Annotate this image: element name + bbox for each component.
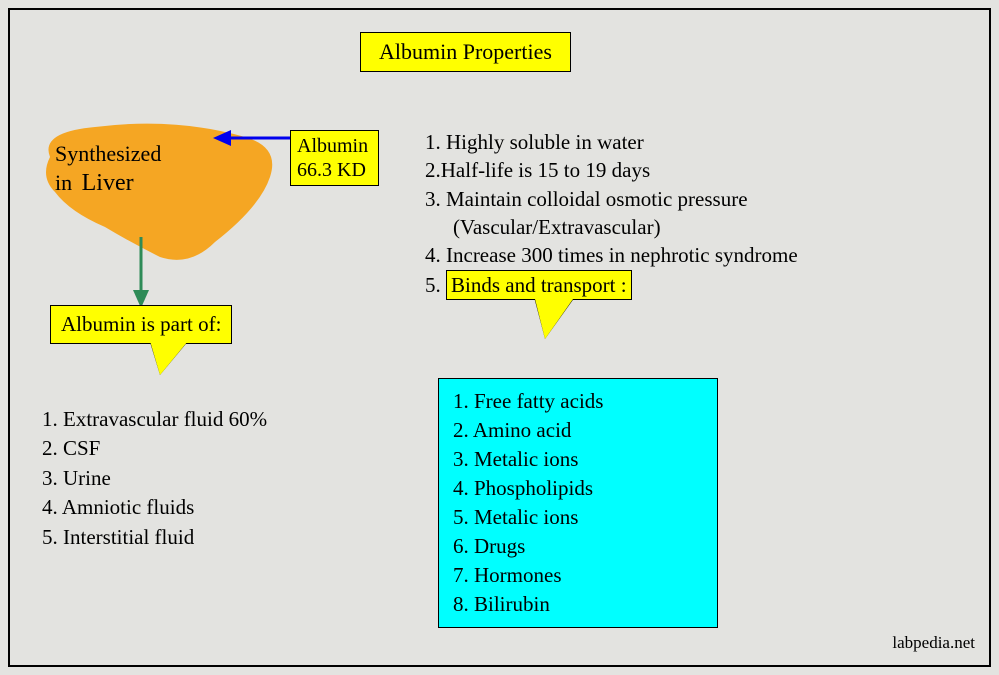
transport-6: 6. Drugs <box>453 532 707 561</box>
prop-3b: (Vascular/Extravascular) <box>453 213 798 241</box>
prop-5a: 5. <box>425 273 441 297</box>
arrow-green <box>130 235 152 310</box>
diagram-frame: Albumin Properties Synthesized in Liver … <box>8 8 991 667</box>
liver-text-2: in <box>55 170 72 195</box>
transport-4: 4. Phospholipids <box>453 474 707 503</box>
albumin-name: Albumin <box>297 134 368 158</box>
prop-2: 2.Half-life is 15 to 19 days <box>425 156 798 184</box>
liver-text-1: Synthesized <box>55 140 161 168</box>
albumin-kd: 66.3 KD <box>297 158 368 182</box>
partof-1: 1. Extravascular fluid 60% <box>42 405 267 434</box>
prop-5b-highlight: Binds and transport : <box>446 270 632 300</box>
transport-8: 8. Bilirubin <box>453 590 707 619</box>
partof-2: 2. CSF <box>42 434 267 463</box>
properties-list: 1. Highly soluble in water 2.Half-life i… <box>425 128 798 300</box>
transport-3: 3. Metalic ions <box>453 445 707 474</box>
transport-2: 2. Amino acid <box>453 416 707 445</box>
title-text: Albumin Properties <box>379 39 552 64</box>
prop-1: 1. Highly soluble in water <box>425 128 798 156</box>
binds-callout-tail <box>535 299 573 339</box>
title-box: Albumin Properties <box>360 32 571 72</box>
prop-4: 4. Increase 300 times in nephrotic syndr… <box>425 241 798 269</box>
transport-list-box: 1. Free fatty acids 2. Amino acid 3. Met… <box>438 378 718 628</box>
partof-callout: Albumin is part of: <box>50 305 232 344</box>
liver-text-3: Liver <box>82 170 134 196</box>
partof-4: 4. Amniotic fluids <box>42 493 267 522</box>
albumin-weight-box: Albumin 66.3 KD <box>290 130 379 186</box>
partof-3: 3. Urine <box>42 464 267 493</box>
prop-3: 3. Maintain colloidal osmotic pressure <box>425 185 798 213</box>
prop-5: 5. Binds and transport : <box>425 270 798 300</box>
arrow-blue <box>213 128 293 148</box>
partof-5: 5. Interstitial fluid <box>42 523 267 552</box>
transport-7: 7. Hormones <box>453 561 707 590</box>
credit-text: labpedia.net <box>892 633 975 653</box>
partof-list: 1. Extravascular fluid 60% 2. CSF 3. Uri… <box>42 405 267 552</box>
partof-callout-tail <box>150 341 188 375</box>
transport-1: 1. Free fatty acids <box>453 387 707 416</box>
liver-label: Synthesized in Liver <box>55 140 161 198</box>
partof-label: Albumin is part of: <box>61 312 221 336</box>
transport-5: 5. Metalic ions <box>453 503 707 532</box>
